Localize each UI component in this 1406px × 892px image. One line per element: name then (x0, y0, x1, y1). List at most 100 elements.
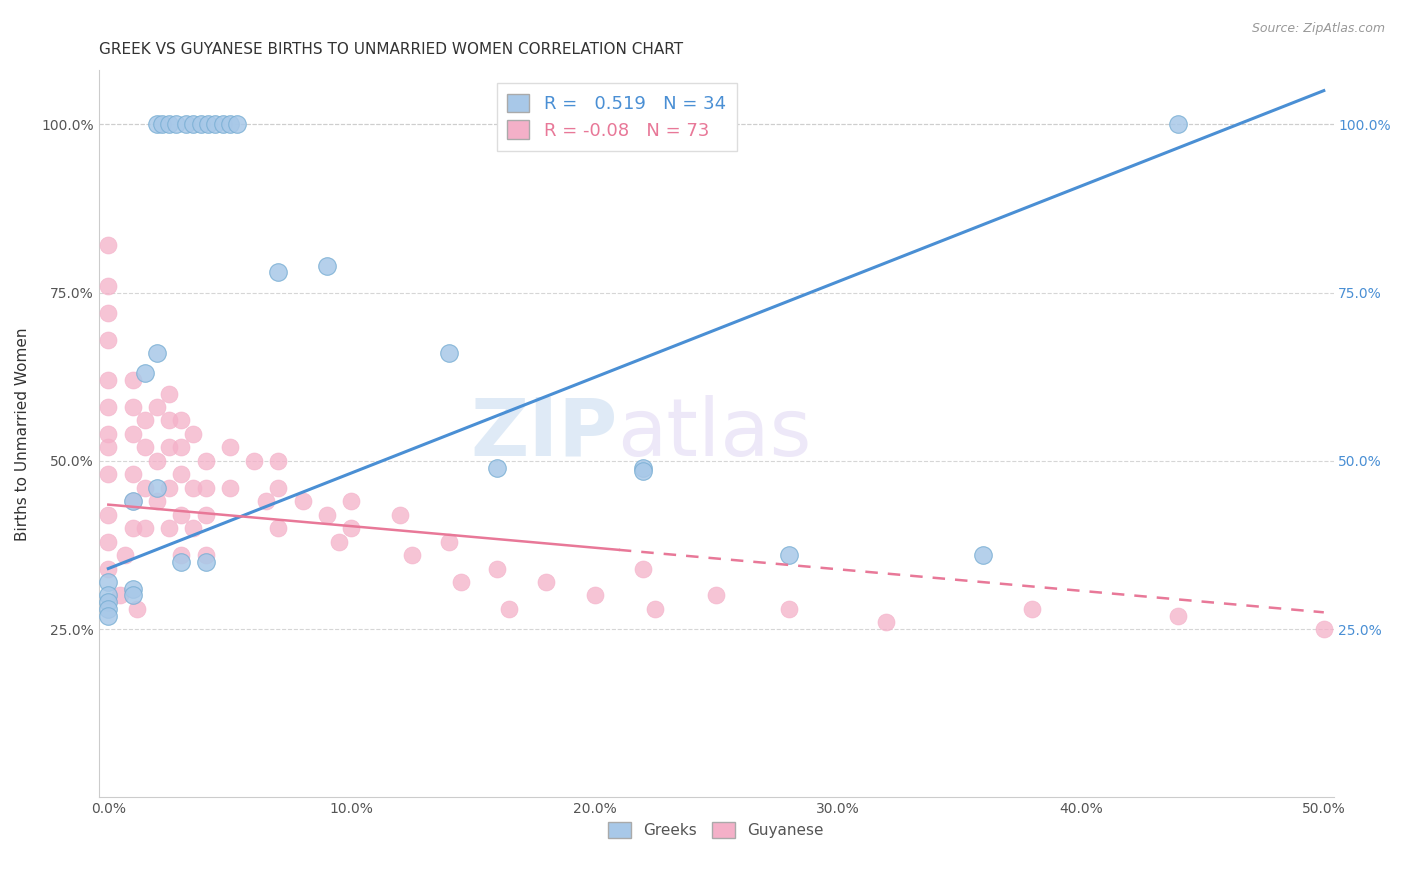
Point (267, 481, 290, 495)
Point (97, 602, 120, 616)
Point (1167, 117, 1189, 131)
Point (157, 481, 180, 495)
Point (170, 555, 193, 569)
Point (97, 333, 120, 347)
Point (121, 589, 143, 603)
Point (498, 602, 520, 616)
Point (183, 481, 205, 495)
Point (121, 426, 143, 441)
Point (631, 561, 654, 575)
Point (316, 508, 339, 522)
Point (97, 238, 120, 252)
Point (134, 367, 156, 381)
Point (170, 467, 193, 482)
Point (97, 508, 120, 522)
Point (486, 561, 509, 575)
Point (340, 494, 363, 508)
Point (218, 441, 240, 455)
Text: Source: ZipAtlas.com: Source: ZipAtlas.com (1251, 22, 1385, 36)
Point (190, 117, 212, 131)
Point (170, 548, 193, 562)
Point (121, 400, 143, 414)
Point (121, 494, 143, 508)
Point (97, 400, 120, 414)
Point (121, 582, 143, 596)
Point (1167, 608, 1189, 623)
Point (150, 117, 173, 131)
Point (267, 521, 290, 535)
Point (127, 602, 149, 616)
Text: atlas: atlas (617, 395, 811, 473)
Point (197, 117, 219, 131)
Point (291, 494, 314, 508)
Point (1021, 602, 1043, 616)
Point (134, 521, 156, 535)
Point (267, 265, 290, 279)
Legend: Greeks, Guyanese: Greeks, Guyanese (602, 816, 830, 845)
Point (778, 548, 800, 562)
Point (170, 413, 193, 427)
Point (226, 117, 249, 131)
Point (194, 454, 217, 468)
Point (183, 426, 205, 441)
Point (121, 373, 143, 387)
Y-axis label: Births to Unmarried Women: Births to Unmarried Women (15, 327, 30, 541)
Point (97, 306, 120, 320)
Point (450, 575, 472, 590)
Point (631, 460, 654, 475)
Point (243, 454, 266, 468)
Point (486, 460, 509, 475)
Point (97, 534, 120, 549)
Point (157, 386, 180, 401)
Point (254, 494, 277, 508)
Point (204, 117, 226, 131)
Text: ZIP: ZIP (470, 395, 617, 473)
Point (194, 555, 217, 569)
Point (134, 441, 156, 455)
Point (146, 346, 169, 360)
Point (146, 454, 169, 468)
Point (97, 608, 120, 623)
Point (218, 481, 240, 495)
Point (174, 117, 197, 131)
Point (340, 521, 363, 535)
Point (157, 441, 180, 455)
Point (170, 441, 193, 455)
Point (110, 589, 132, 603)
Point (146, 400, 169, 414)
Point (534, 575, 557, 590)
Point (218, 117, 240, 131)
Point (211, 117, 233, 131)
Point (183, 117, 205, 131)
Point (97, 441, 120, 455)
Text: GREEK VS GUYANESE BIRTHS TO UNMARRIED WOMEN CORRELATION CHART: GREEK VS GUYANESE BIRTHS TO UNMARRIED WO… (98, 42, 683, 57)
Point (146, 481, 169, 495)
Point (146, 494, 169, 508)
Point (328, 534, 350, 549)
Point (157, 413, 180, 427)
Point (437, 534, 460, 549)
Point (114, 548, 136, 562)
Point (97, 589, 120, 603)
Point (389, 508, 412, 522)
Point (644, 602, 666, 616)
Point (97, 561, 120, 575)
Point (97, 373, 120, 387)
Point (631, 464, 654, 478)
Point (165, 117, 187, 131)
Point (121, 467, 143, 482)
Point (97, 595, 120, 609)
Point (704, 589, 727, 603)
Point (97, 575, 120, 590)
Point (778, 602, 800, 616)
Point (157, 117, 180, 131)
Point (121, 521, 143, 535)
Point (170, 508, 193, 522)
Point (134, 481, 156, 495)
Point (583, 589, 606, 603)
Point (194, 548, 217, 562)
Point (194, 508, 217, 522)
Point (146, 117, 169, 131)
Point (194, 481, 217, 495)
Point (316, 259, 339, 273)
